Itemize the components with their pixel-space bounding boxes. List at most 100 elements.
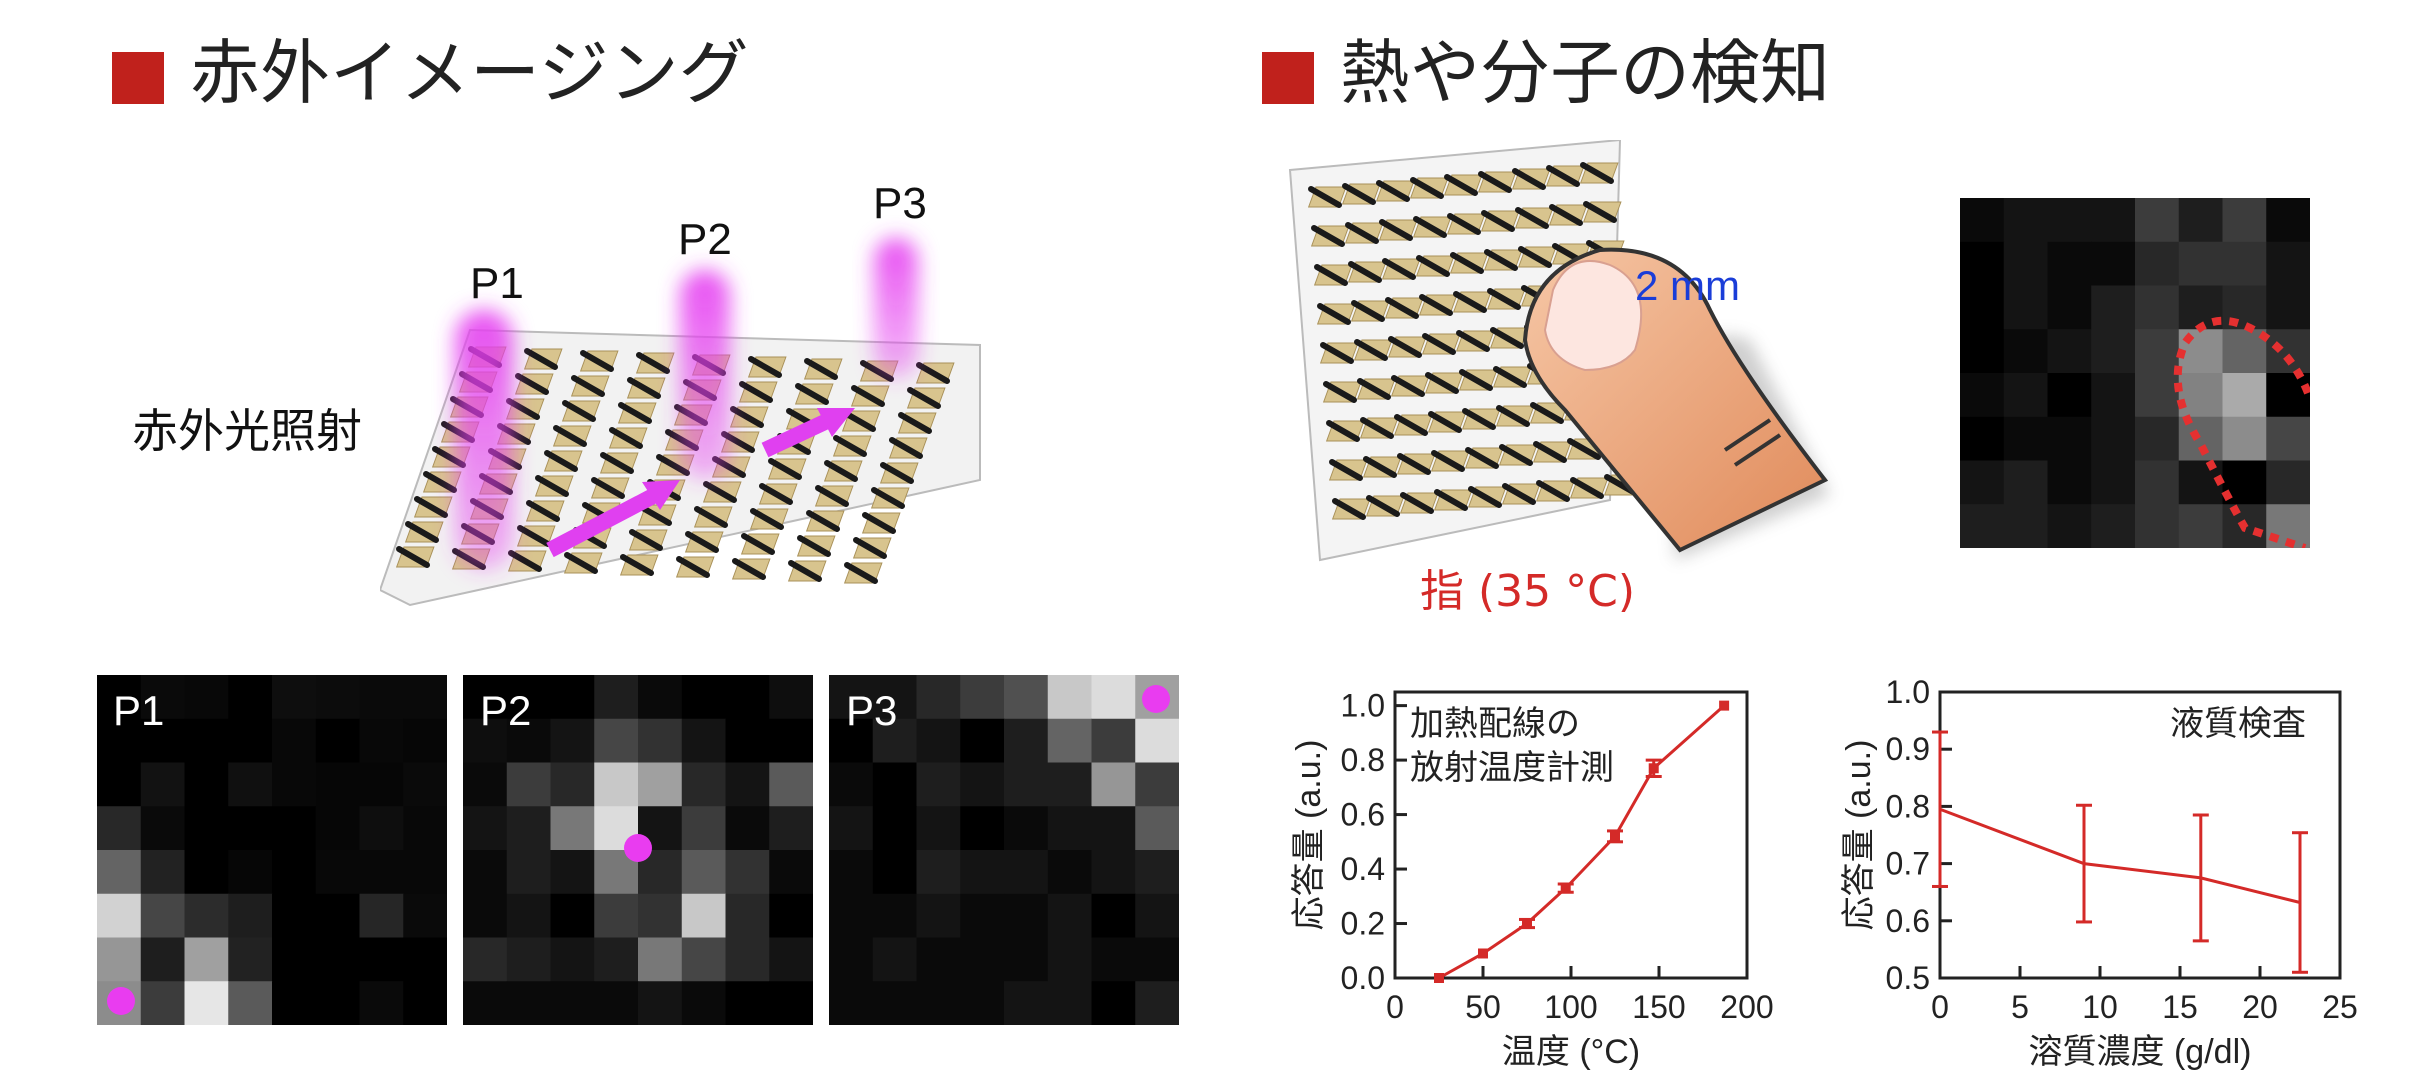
heatmap-cell (1135, 893, 1179, 938)
heatmap-cell (403, 850, 447, 895)
heatmap-cell (140, 981, 185, 1025)
x-tick-label: 0 (1386, 989, 1404, 1025)
sensor-element (1379, 219, 1413, 241)
heatmap-cell (184, 718, 229, 763)
heatmap-cell (2135, 285, 2180, 330)
heatmap-cell (872, 675, 917, 720)
heatmap-cell (506, 806, 551, 851)
sensor-element (629, 529, 663, 551)
heatmap-cell (1047, 675, 1092, 720)
heatmap-cell (359, 893, 404, 938)
sensor-element (515, 373, 549, 395)
heatmap-cell (2135, 329, 2180, 374)
sensor-element (732, 558, 766, 580)
point-marker (1478, 948, 1488, 959)
heatmap-cell (2091, 373, 2136, 418)
y-axis-label: 応答量 (a.u.) (1290, 740, 1328, 931)
x-tick-label: 100 (1544, 989, 1597, 1025)
y-tick-label: 0.6 (1341, 797, 1385, 833)
x-axis-label: 温度 (°C) (1502, 1033, 1640, 1071)
heatmap-cell (1135, 850, 1179, 895)
sensor-element (1413, 216, 1447, 238)
sensor-element (1416, 255, 1450, 277)
y-tick-label: 0.8 (1341, 742, 1385, 778)
sensor-element (1329, 459, 1363, 481)
heatmap-cell (2091, 504, 2136, 548)
sensor-element (609, 427, 643, 449)
sensor-element (907, 387, 941, 409)
heatmap-cell (960, 937, 1005, 982)
heatmap-cell (506, 762, 551, 807)
sensor-element (535, 475, 569, 497)
heatmap-cell (2135, 241, 2180, 286)
heatmap-cell (594, 893, 639, 938)
heatmap-cell (2003, 373, 2048, 418)
x-tick-label: 5 (2011, 989, 2029, 1025)
heatmap-cell (829, 850, 874, 895)
sensor-element (1311, 225, 1345, 247)
heatmap-cell (463, 937, 508, 982)
sensor-element (1453, 291, 1487, 313)
sensor-element (1425, 372, 1459, 394)
data-point (1519, 917, 1535, 930)
sensor-element (1502, 483, 1536, 505)
heatmap-cell (1135, 762, 1179, 807)
sensor-element (506, 398, 540, 420)
heatmap-cell (2047, 416, 2092, 461)
heatmap-cell (463, 806, 508, 851)
heatmap-cell (2266, 198, 2310, 243)
heatmap-cell (359, 850, 404, 895)
heatmap-cell (359, 762, 404, 807)
data-point (1557, 882, 1574, 894)
sensor-element (1487, 288, 1521, 310)
sensor-element (795, 383, 829, 405)
sensor-element (824, 460, 858, 482)
sensor-element (553, 425, 587, 447)
heatmap-cell (184, 850, 229, 895)
x-tick-label: 25 (2322, 989, 2358, 1025)
sensor-element (656, 454, 690, 476)
heatmap-cell (960, 806, 1005, 851)
heatmap-cell (140, 850, 185, 895)
sensor-element (1366, 495, 1400, 517)
thermal-map (1960, 198, 2310, 548)
heatmap-cell (1091, 675, 1136, 720)
sensor-element (508, 550, 542, 572)
heatmap-cell (272, 850, 317, 895)
heatmap-cell (638, 937, 683, 982)
data-point (1607, 829, 1623, 844)
heatmap-cell (829, 893, 874, 938)
heatmap-cell (1047, 893, 1092, 938)
data-point (2192, 813, 2209, 943)
heatmap-cell (638, 981, 683, 1025)
heatmap-cell (2003, 416, 2048, 461)
heatmap-cell (228, 806, 273, 851)
heatmap-cell (403, 981, 447, 1025)
heatmap-cell (315, 893, 360, 938)
heatmap-cell (2047, 504, 2092, 548)
heatmap-cell (594, 675, 639, 720)
sensor-element (1345, 222, 1379, 244)
heatmap-cell (97, 850, 142, 895)
heatmap-cell (960, 850, 1005, 895)
heatmap-cell (506, 981, 551, 1025)
heatmap-cell (1091, 981, 1136, 1025)
scan-arrows (546, 408, 855, 558)
sensor-element (1308, 186, 1342, 208)
sensor-element (1323, 381, 1357, 403)
marker-dot (624, 834, 652, 862)
heatmap-panel-p3 (829, 675, 1179, 1025)
sensor-element (1363, 456, 1397, 478)
heatmap-cell (725, 675, 770, 720)
sensor-element (1376, 180, 1410, 202)
y-tick-label: 0.8 (1886, 788, 1930, 824)
sensor-element (1348, 261, 1382, 283)
sensor-element (1388, 336, 1422, 358)
section-bullet-left (112, 52, 164, 104)
heatmap-cell (550, 850, 595, 895)
sensor-element (1549, 204, 1583, 226)
sensor-element (1481, 210, 1515, 232)
heatmap-cell (916, 937, 961, 982)
sensor-element (1422, 333, 1456, 355)
sensor-element (1490, 327, 1524, 349)
